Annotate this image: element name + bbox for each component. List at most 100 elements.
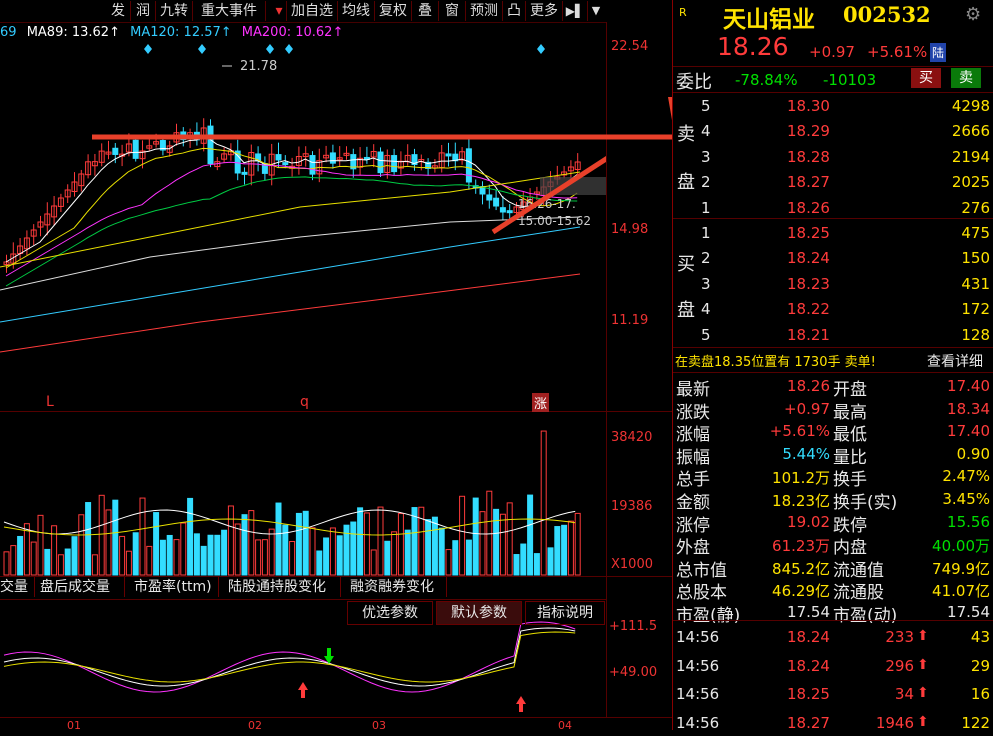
- price-change-pct: +5.61%: [867, 43, 928, 61]
- stat-row: 最新 18.26 开盘 17.40: [673, 375, 993, 400]
- volume-bar: [438, 527, 445, 576]
- volume-bar: [445, 549, 452, 576]
- stat-label: 金额: [676, 493, 710, 513]
- bid-row[interactable]: 5 18.21 128: [673, 324, 993, 348]
- toolbar-button-run[interactable]: 润: [131, 1, 156, 21]
- stat-row: 振幅 5.44% 量比 0.90: [673, 443, 993, 468]
- bid-price: 18.23: [787, 274, 830, 293]
- settings-gear-icon[interactable]: ⚙: [965, 4, 982, 25]
- ask-row[interactable]: 4 18.29 2666: [673, 120, 993, 144]
- candle-body: [78, 173, 85, 187]
- stat-row: 总市值 845.2亿 流通值 749.9亿: [673, 556, 993, 581]
- bid-row[interactable]: 1 18.25 475: [673, 222, 993, 246]
- candle-body: [391, 155, 398, 173]
- weibi-diff: -10103: [823, 71, 877, 89]
- candle-body: [221, 153, 228, 160]
- tab-after-hours-volume[interactable]: 盘后成交量: [40, 577, 125, 597]
- bid-side-label-2: 盘: [677, 300, 695, 321]
- volume-bar: [23, 523, 30, 576]
- volume-bar: [289, 541, 296, 576]
- bid-row[interactable]: 4 18.22 172: [673, 298, 993, 322]
- volume-bar: [85, 502, 92, 576]
- stat-value: 0.90: [956, 444, 990, 463]
- ask-volume: 276: [961, 198, 990, 217]
- candle-body: [44, 213, 51, 226]
- toolbar-button-fa[interactable]: 发: [106, 1, 131, 21]
- optimized-params-button[interactable]: 优选参数: [347, 601, 433, 625]
- candle-body: [64, 189, 71, 198]
- date-tick-04: 04: [558, 719, 572, 732]
- tab-pe-ttm[interactable]: 市盈率(ttm): [134, 577, 219, 597]
- default-params-button[interactable]: 默认参数: [436, 601, 522, 625]
- play-icon[interactable]: ▶▌: [563, 1, 588, 21]
- ask-price: 18.28: [787, 147, 830, 166]
- tick-price: 18.24: [787, 628, 830, 646]
- volume-bar: [44, 548, 51, 576]
- volume-tick-high: 38420: [611, 430, 653, 445]
- volume-bar: [241, 514, 248, 576]
- indicator-line: [3, 627, 576, 687]
- buy-button[interactable]: 买: [911, 68, 941, 88]
- candle-body: [350, 154, 357, 170]
- bid-volume: 150: [961, 249, 990, 268]
- bid-row[interactable]: 3 18.23 431: [673, 273, 993, 297]
- notice-text-3: 卖单!: [844, 355, 876, 370]
- volume-bar: [159, 539, 166, 576]
- volume-bar: [574, 512, 581, 576]
- bid-row[interactable]: 2 18.24 150: [673, 247, 993, 271]
- toolbar-button-window[interactable]: 窗: [439, 1, 466, 21]
- stat-value: 61.23万: [772, 537, 830, 556]
- buy-arrow-icon: [298, 682, 308, 698]
- toolbar-button-tool[interactable]: 凸: [503, 1, 526, 21]
- bid-price: 18.25: [787, 224, 830, 242]
- tick-row: 14:56 18.24 233 ⬆ 43: [673, 626, 993, 650]
- stat-value: 19.02: [787, 512, 830, 531]
- toolbar-button-ma[interactable]: 均线: [338, 1, 375, 21]
- indicator-line: [3, 621, 576, 693]
- ask-side-label-2: 盘: [677, 172, 695, 193]
- volume-bar: [295, 512, 302, 576]
- ask-row[interactable]: 1 18.26 276: [673, 197, 993, 221]
- stat-value: +0.97: [784, 399, 830, 418]
- indicator-tabs: 交量 盘后成交量 市盈率(ttm) 陆股通持股变化 融资融券变化: [0, 577, 606, 600]
- toolbar-button-add-watchlist[interactable]: 加自选: [287, 1, 338, 21]
- volume-bar: [397, 513, 404, 576]
- tab-volume[interactable]: 交量: [0, 577, 35, 597]
- toolbar-button-overlay[interactable]: 叠: [412, 1, 439, 21]
- ask-row[interactable]: 2 18.27 2025: [673, 171, 993, 195]
- stat-label: 市盈(静): [676, 606, 741, 626]
- stat-value: 845.2亿: [772, 559, 830, 578]
- tab-hk-connect-holding[interactable]: 陆股通持股变化: [228, 577, 341, 597]
- ask-row[interactable]: 3 18.28 2194: [673, 146, 993, 170]
- indicator-lines: [3, 621, 576, 693]
- volume-bar: [567, 520, 574, 576]
- toolbar-button-more[interactable]: 更多: [526, 1, 563, 21]
- volume-bar: [71, 536, 78, 576]
- stat-label: 最低: [833, 425, 867, 446]
- view-details-link[interactable]: 查看详细: [927, 354, 983, 370]
- volume-bar: [323, 537, 330, 576]
- volume-bar: [377, 506, 384, 576]
- ask-volume: 2025: [951, 173, 990, 192]
- sell-button[interactable]: 卖: [951, 68, 981, 88]
- dropdown-icon[interactable]: ▼: [591, 4, 601, 17]
- ask-row[interactable]: 5 18.30 4298: [673, 95, 993, 119]
- volume-bar: [384, 540, 391, 576]
- stat-label: 市盈(动): [833, 606, 898, 626]
- stat-label: 开盘: [833, 380, 867, 400]
- candle-body: [486, 194, 493, 201]
- up-arrow-icon: ⬆: [917, 713, 929, 730]
- event-diamond-icon: [266, 44, 274, 54]
- toolbar-button-adjust[interactable]: 复权: [375, 1, 412, 21]
- indicator-help-button[interactable]: 指标说明: [525, 601, 605, 625]
- toolbar-button-forecast[interactable]: 预测: [466, 1, 503, 21]
- large-order-notice: 在卖盘18.35位置有 1730手 卖单!: [675, 351, 876, 370]
- tab-margin-trading[interactable]: 融资融券变化: [350, 577, 447, 597]
- ask-level: 4: [701, 122, 711, 141]
- tick-count: 16: [970, 685, 990, 703]
- candle-body: [329, 152, 336, 164]
- candle-body: [139, 150, 146, 160]
- toolbar-button-major-events[interactable]: 重大事件: [193, 1, 266, 21]
- toolbar-button-jiuzhuan[interactable]: 九转: [156, 1, 193, 21]
- rong-badge: R: [679, 6, 687, 19]
